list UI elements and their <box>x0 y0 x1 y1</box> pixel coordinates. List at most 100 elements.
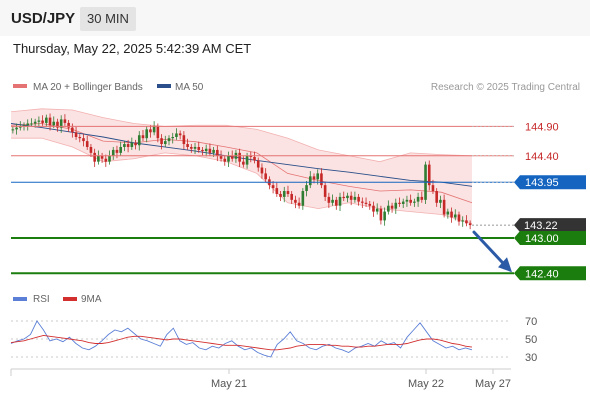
candle-body <box>431 185 435 192</box>
candle-body <box>71 127 74 133</box>
candle-body <box>264 173 267 180</box>
candle-body <box>413 201 416 203</box>
candle-body <box>93 152 96 162</box>
candle-body <box>387 205 390 212</box>
candle-body <box>435 191 438 203</box>
datetime-label: Thursday, May 22, 2025 5:42:39 AM CET <box>13 41 252 56</box>
candle-body <box>216 149 219 156</box>
ma9-legend-label: 9MA <box>81 294 102 305</box>
rsi-tick-label: 30 <box>525 352 537 364</box>
level-label-143-00: 143.00 <box>525 233 559 245</box>
candle-body <box>323 185 327 197</box>
candle-body <box>82 138 85 142</box>
candle-body <box>186 144 189 147</box>
candle-body <box>223 158 227 162</box>
candle-body <box>294 199 297 203</box>
credit-label: Research © 2025 Trading Central <box>431 82 580 93</box>
rsi-ma9-line <box>10 334 473 351</box>
timeframe-button[interactable]: 30 MIN <box>80 7 136 31</box>
rsi-tick-label: 50 <box>525 334 537 346</box>
candle-body <box>398 202 401 204</box>
candle-body <box>242 161 245 165</box>
candle-body <box>405 199 409 202</box>
candle-body <box>111 149 115 156</box>
top-bar: USD/JPY 30 MIN <box>0 0 590 36</box>
candle-body <box>439 199 442 203</box>
candle-body <box>149 129 152 133</box>
rsi-legend-label: RSI <box>33 294 50 305</box>
candle-body <box>331 199 334 203</box>
candle-body <box>171 137 175 139</box>
candle-body <box>33 121 37 124</box>
candle-body <box>305 185 308 192</box>
candle-body <box>453 214 457 218</box>
candle-body <box>256 160 260 168</box>
bollinger-upper-line <box>10 108 473 163</box>
ma20-line <box>10 123 473 204</box>
candle-body <box>52 121 56 126</box>
candle-body <box>316 173 320 180</box>
candle-body <box>275 188 279 194</box>
candle-body <box>308 176 312 186</box>
candle-body <box>145 129 148 139</box>
candle-body <box>63 119 67 123</box>
candle-body <box>342 196 346 199</box>
candle-body <box>212 149 215 153</box>
candle-body <box>442 199 446 215</box>
ma9-legend-swatch <box>63 297 77 301</box>
bb-legend-swatch <box>13 84 27 88</box>
candle-body <box>201 149 204 152</box>
candle-body <box>41 120 44 123</box>
candle-body <box>450 211 453 218</box>
candle-body <box>11 129 15 131</box>
rsi-tick-label: 70 <box>525 316 537 328</box>
x-axis-label: May 22 <box>408 378 444 390</box>
candle-body <box>338 196 342 206</box>
candle-body <box>279 193 282 197</box>
candle-body <box>427 164 431 186</box>
level-tag-143-95 <box>514 175 586 190</box>
candle-body <box>208 148 212 153</box>
candle-body <box>416 196 420 202</box>
candle-body <box>18 126 22 128</box>
candle-body <box>97 155 100 162</box>
bb-legend-label: MA 20 + Bollinger Bands <box>33 82 143 93</box>
candle-body <box>297 202 301 206</box>
candle-body <box>115 149 119 153</box>
candle-body <box>286 191 290 194</box>
candle-body <box>394 202 398 209</box>
ma50-legend-label: MA 50 <box>175 82 204 93</box>
candle-body <box>30 123 33 125</box>
candle-body <box>134 142 137 146</box>
candle-body <box>78 137 82 139</box>
candle-body <box>123 144 126 147</box>
candle-body <box>15 127 18 130</box>
candle-body <box>104 158 108 162</box>
candle-body <box>197 146 201 150</box>
candle-body <box>253 156 256 161</box>
candle-body <box>167 138 171 142</box>
candle-body <box>160 138 163 145</box>
candle-body <box>465 220 468 224</box>
candle-body <box>320 173 323 186</box>
candle-body <box>335 199 338 206</box>
candle-body <box>219 155 223 159</box>
ma50-legend-swatch <box>157 84 171 88</box>
level-tag-142-40 <box>514 266 586 281</box>
candle-body <box>457 214 461 222</box>
candle-body <box>152 126 156 133</box>
candle-body <box>468 223 472 226</box>
candle-body <box>59 119 63 128</box>
candle-body <box>282 191 286 197</box>
level-label-142-40: 142.40 <box>525 268 559 280</box>
candle-body <box>130 142 134 147</box>
candle-body <box>368 203 372 206</box>
candle-body <box>420 196 424 200</box>
candle-body <box>182 135 186 145</box>
candle-body <box>375 208 379 212</box>
candle-body <box>190 146 193 149</box>
candle-body <box>22 125 26 127</box>
candle-body <box>357 196 360 202</box>
rsi-line <box>10 320 473 358</box>
